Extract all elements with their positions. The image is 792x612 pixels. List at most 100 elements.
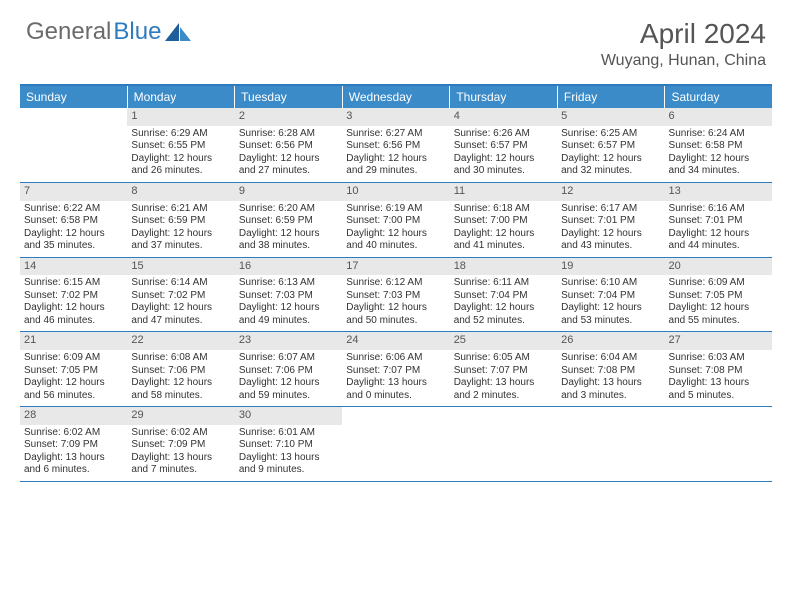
sunrise-text: Sunrise: 6:08 AM <box>131 352 230 365</box>
sunrise-text: Sunrise: 6:21 AM <box>131 203 230 216</box>
logo-text-general: General <box>26 18 111 46</box>
sunset-text: Sunset: 7:10 PM <box>239 439 338 452</box>
sunset-text: Sunset: 6:58 PM <box>24 215 123 228</box>
day-number: 28 <box>20 407 127 425</box>
day-header: Wednesday <box>343 86 451 108</box>
daylight-text: Daylight: 12 hours and 56 minutes. <box>24 377 123 402</box>
week-row: 21Sunrise: 6:09 AMSunset: 7:05 PMDayligh… <box>20 332 772 407</box>
calendar-cell: 20Sunrise: 6:09 AMSunset: 7:05 PMDayligh… <box>665 258 772 332</box>
sunset-text: Sunset: 7:04 PM <box>454 290 553 303</box>
calendar-cell: 25Sunrise: 6:05 AMSunset: 7:07 PMDayligh… <box>450 332 557 406</box>
daylight-text: Daylight: 12 hours and 37 minutes. <box>131 228 230 253</box>
calendar-cell: 13 Sunrise: 6:16 AMSunset: 7:01 PMDayligh… <box>665 183 772 257</box>
daylight-text: Daylight: 13 hours and 2 minutes. <box>454 377 553 402</box>
daylight-text: Daylight: 13 hours and 3 minutes. <box>561 377 660 402</box>
calendar-cell: 1Sunrise: 6:29 AMSunset: 6:55 PMDaylight… <box>127 108 234 182</box>
sunrise-text: Sunrise: 6:16 AM <box>669 203 768 216</box>
sunset-text: Sunset: 6:59 PM <box>131 215 230 228</box>
sunset-text: Sunset: 6:55 PM <box>131 140 230 153</box>
day-number: 15 <box>127 258 234 276</box>
sunrise-text: Sunrise: 6:25 AM <box>561 128 660 141</box>
day-number: 18 <box>450 258 557 276</box>
sunset-text: Sunset: 7:00 PM <box>346 215 445 228</box>
week-row: 28Sunrise: 6:02 AMSunset: 7:09 PMDayligh… <box>20 407 772 482</box>
sunrise-text: Sunrise: 6:19 AM <box>346 203 445 216</box>
sunrise-text: Sunrise: 6:09 AM <box>24 352 123 365</box>
title-block: April 2024 Wuyang, Hunan, China <box>601 18 766 70</box>
calendar-cell: 28Sunrise: 6:02 AMSunset: 7:09 PMDayligh… <box>20 407 127 481</box>
sunrise-text: Sunrise: 6:01 AM <box>239 427 338 440</box>
calendar-cell-blank: . <box>342 407 449 481</box>
day-header: Saturday <box>665 86 772 108</box>
calendar-cell: 27Sunrise: 6:03 AMSunset: 7:08 PMDayligh… <box>665 332 772 406</box>
daylight-text: Daylight: 13 hours and 0 minutes. <box>346 377 445 402</box>
sunset-text: Sunset: 7:00 PM <box>454 215 553 228</box>
calendar-cell: 18Sunrise: 6:11 AMSunset: 7:04 PMDayligh… <box>450 258 557 332</box>
day-number: 9 <box>235 183 342 201</box>
sunset-text: Sunset: 7:02 PM <box>131 290 230 303</box>
month-title: April 2024 <box>601 18 766 50</box>
day-number: 4 <box>450 108 557 126</box>
sunset-text: Sunset: 7:05 PM <box>24 365 123 378</box>
day-header: Monday <box>128 86 236 108</box>
sunrise-text: Sunrise: 6:04 AM <box>561 352 660 365</box>
header: General Blue April 2024 Wuyang, Hunan, C… <box>0 0 792 78</box>
day-number: 27 <box>665 332 772 350</box>
calendar-cell: 30 Sunrise: 6:01 AMSunset: 7:10 PMDayligh… <box>235 407 342 481</box>
calendar-cell: 29Sunrise: 6:02 AMSunset: 7:09 PMDayligh… <box>127 407 234 481</box>
daylight-text: Daylight: 12 hours and 52 minutes. <box>454 302 553 327</box>
calendar-cell-blank: . <box>665 407 772 481</box>
daylight-text: Daylight: 12 hours and 43 minutes. <box>561 228 660 253</box>
sunrise-text: Sunrise: 6:12 AM <box>346 277 445 290</box>
calendar-cell: 24Sunrise: 6:06 AMSunset: 7:07 PMDayligh… <box>342 332 449 406</box>
daylight-text: Daylight: 12 hours and 27 minutes. <box>239 153 338 178</box>
day-number: 1 <box>127 108 234 126</box>
daylight-text: Daylight: 12 hours and 44 minutes. <box>669 228 768 253</box>
daylight-text: Daylight: 12 hours and 50 minutes. <box>346 302 445 327</box>
calendar-cell: 3Sunrise: 6:27 AMSunset: 6:56 PMDaylight… <box>342 108 449 182</box>
logo-sail-icon <box>165 23 193 43</box>
sunset-text: Sunset: 6:57 PM <box>561 140 660 153</box>
sunset-text: Sunset: 7:09 PM <box>131 439 230 452</box>
weeks-container: . 1 Sunrise: 6:29 AMSunset: 6:55 PM Dayligh… <box>20 108 772 482</box>
sunrise-text: Sunrise: 6:28 AM <box>239 128 338 141</box>
day-number: 16 <box>235 258 342 276</box>
day-number: 10 <box>342 183 449 201</box>
daylight-text: Daylight: 12 hours and 29 minutes. <box>346 153 445 178</box>
daylight-text: Daylight: 13 hours and 9 minutes. <box>239 452 338 477</box>
day-number: 30 <box>235 407 342 425</box>
week-row: .1Sunrise: 6:29 AMSunset: 6:55 PMDayligh… <box>20 108 772 183</box>
sunset-text: Sunset: 7:03 PM <box>346 290 445 303</box>
day-number: 6 <box>665 108 772 126</box>
sunset-text: Sunset: 7:01 PM <box>669 215 768 228</box>
location-label: Wuyang, Hunan, China <box>601 52 766 70</box>
sunset-text: Sunset: 7:05 PM <box>669 290 768 303</box>
sunset-text: Sunset: 7:02 PM <box>24 290 123 303</box>
day-number: 12 <box>557 183 664 201</box>
sunrise-text: Sunrise: 6:26 AM <box>454 128 553 141</box>
day-number: 19 <box>557 258 664 276</box>
sunrise-text: Sunrise: 6:22 AM <box>24 203 123 216</box>
calendar-cell: 19Sunrise: 6:10 AMSunset: 7:04 PMDayligh… <box>557 258 664 332</box>
calendar-cell: 17Sunrise: 6:12 AMSunset: 7:03 PMDayligh… <box>342 258 449 332</box>
calendar-cell: 6Sunrise: 6:24 AMSunset: 6:58 PMDaylight… <box>665 108 772 182</box>
day-number: 23 <box>235 332 342 350</box>
daylight-text: Daylight: 12 hours and 49 minutes. <box>239 302 338 327</box>
calendar-cell: 5Sunrise: 6:25 AMSunset: 6:57 PMDaylight… <box>557 108 664 182</box>
daylight-text: Daylight: 12 hours and 59 minutes. <box>239 377 338 402</box>
day-number: 13 <box>665 183 772 201</box>
day-header: Sunday <box>20 86 128 108</box>
calendar-cell: 14Sunrise: 6:15 AMSunset: 7:02 PMDayligh… <box>20 258 127 332</box>
logo: General Blue <box>26 18 193 46</box>
day-number: 25 <box>450 332 557 350</box>
sunrise-text: Sunrise: 6:29 AM <box>131 128 230 141</box>
daylight-text: Daylight: 12 hours and 46 minutes. <box>24 302 123 327</box>
logo-text-blue: Blue <box>113 18 161 46</box>
calendar-cell: 23Sunrise: 6:07 AMSunset: 7:06 PMDayligh… <box>235 332 342 406</box>
sunset-text: Sunset: 6:57 PM <box>454 140 553 153</box>
sunrise-text: Sunrise: 6:10 AM <box>561 277 660 290</box>
calendar-cell: 16Sunrise: 6:13 AMSunset: 7:03 PMDayligh… <box>235 258 342 332</box>
sunset-text: Sunset: 6:58 PM <box>669 140 768 153</box>
sunrise-text: Sunrise: 6:09 AM <box>669 277 768 290</box>
sunrise-text: Sunrise: 6:24 AM <box>669 128 768 141</box>
